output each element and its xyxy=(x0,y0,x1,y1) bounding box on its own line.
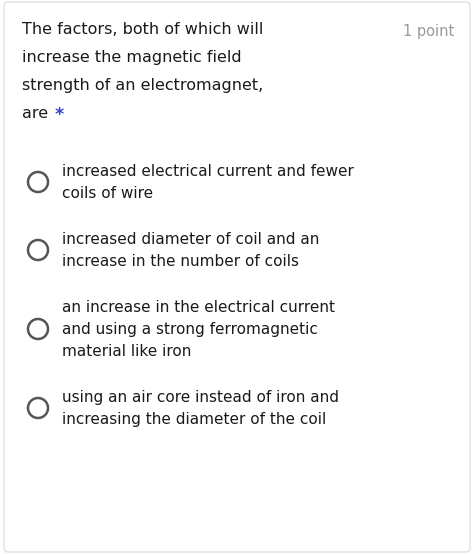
Text: 1 point: 1 point xyxy=(403,24,454,39)
Text: increasing the diameter of the coil: increasing the diameter of the coil xyxy=(62,412,326,427)
Circle shape xyxy=(28,319,48,339)
Text: increased electrical current and fewer: increased electrical current and fewer xyxy=(62,164,354,179)
Text: using an air core instead of iron and: using an air core instead of iron and xyxy=(62,390,339,405)
Text: and using a strong ferromagnetic: and using a strong ferromagnetic xyxy=(62,322,318,337)
Text: increase the magnetic field: increase the magnetic field xyxy=(22,50,242,65)
Text: an increase in the electrical current: an increase in the electrical current xyxy=(62,300,335,315)
Text: material like iron: material like iron xyxy=(62,344,191,359)
Text: increased diameter of coil and an: increased diameter of coil and an xyxy=(62,232,319,247)
Text: The factors, both of which will: The factors, both of which will xyxy=(22,22,264,37)
Text: are: are xyxy=(22,106,53,121)
Text: strength of an electromagnet,: strength of an electromagnet, xyxy=(22,78,263,93)
Text: *: * xyxy=(55,106,64,124)
FancyBboxPatch shape xyxy=(4,2,470,552)
Text: coils of wire: coils of wire xyxy=(62,186,153,201)
Circle shape xyxy=(28,240,48,260)
Circle shape xyxy=(28,172,48,192)
Text: increase in the number of coils: increase in the number of coils xyxy=(62,254,299,269)
Circle shape xyxy=(28,398,48,418)
